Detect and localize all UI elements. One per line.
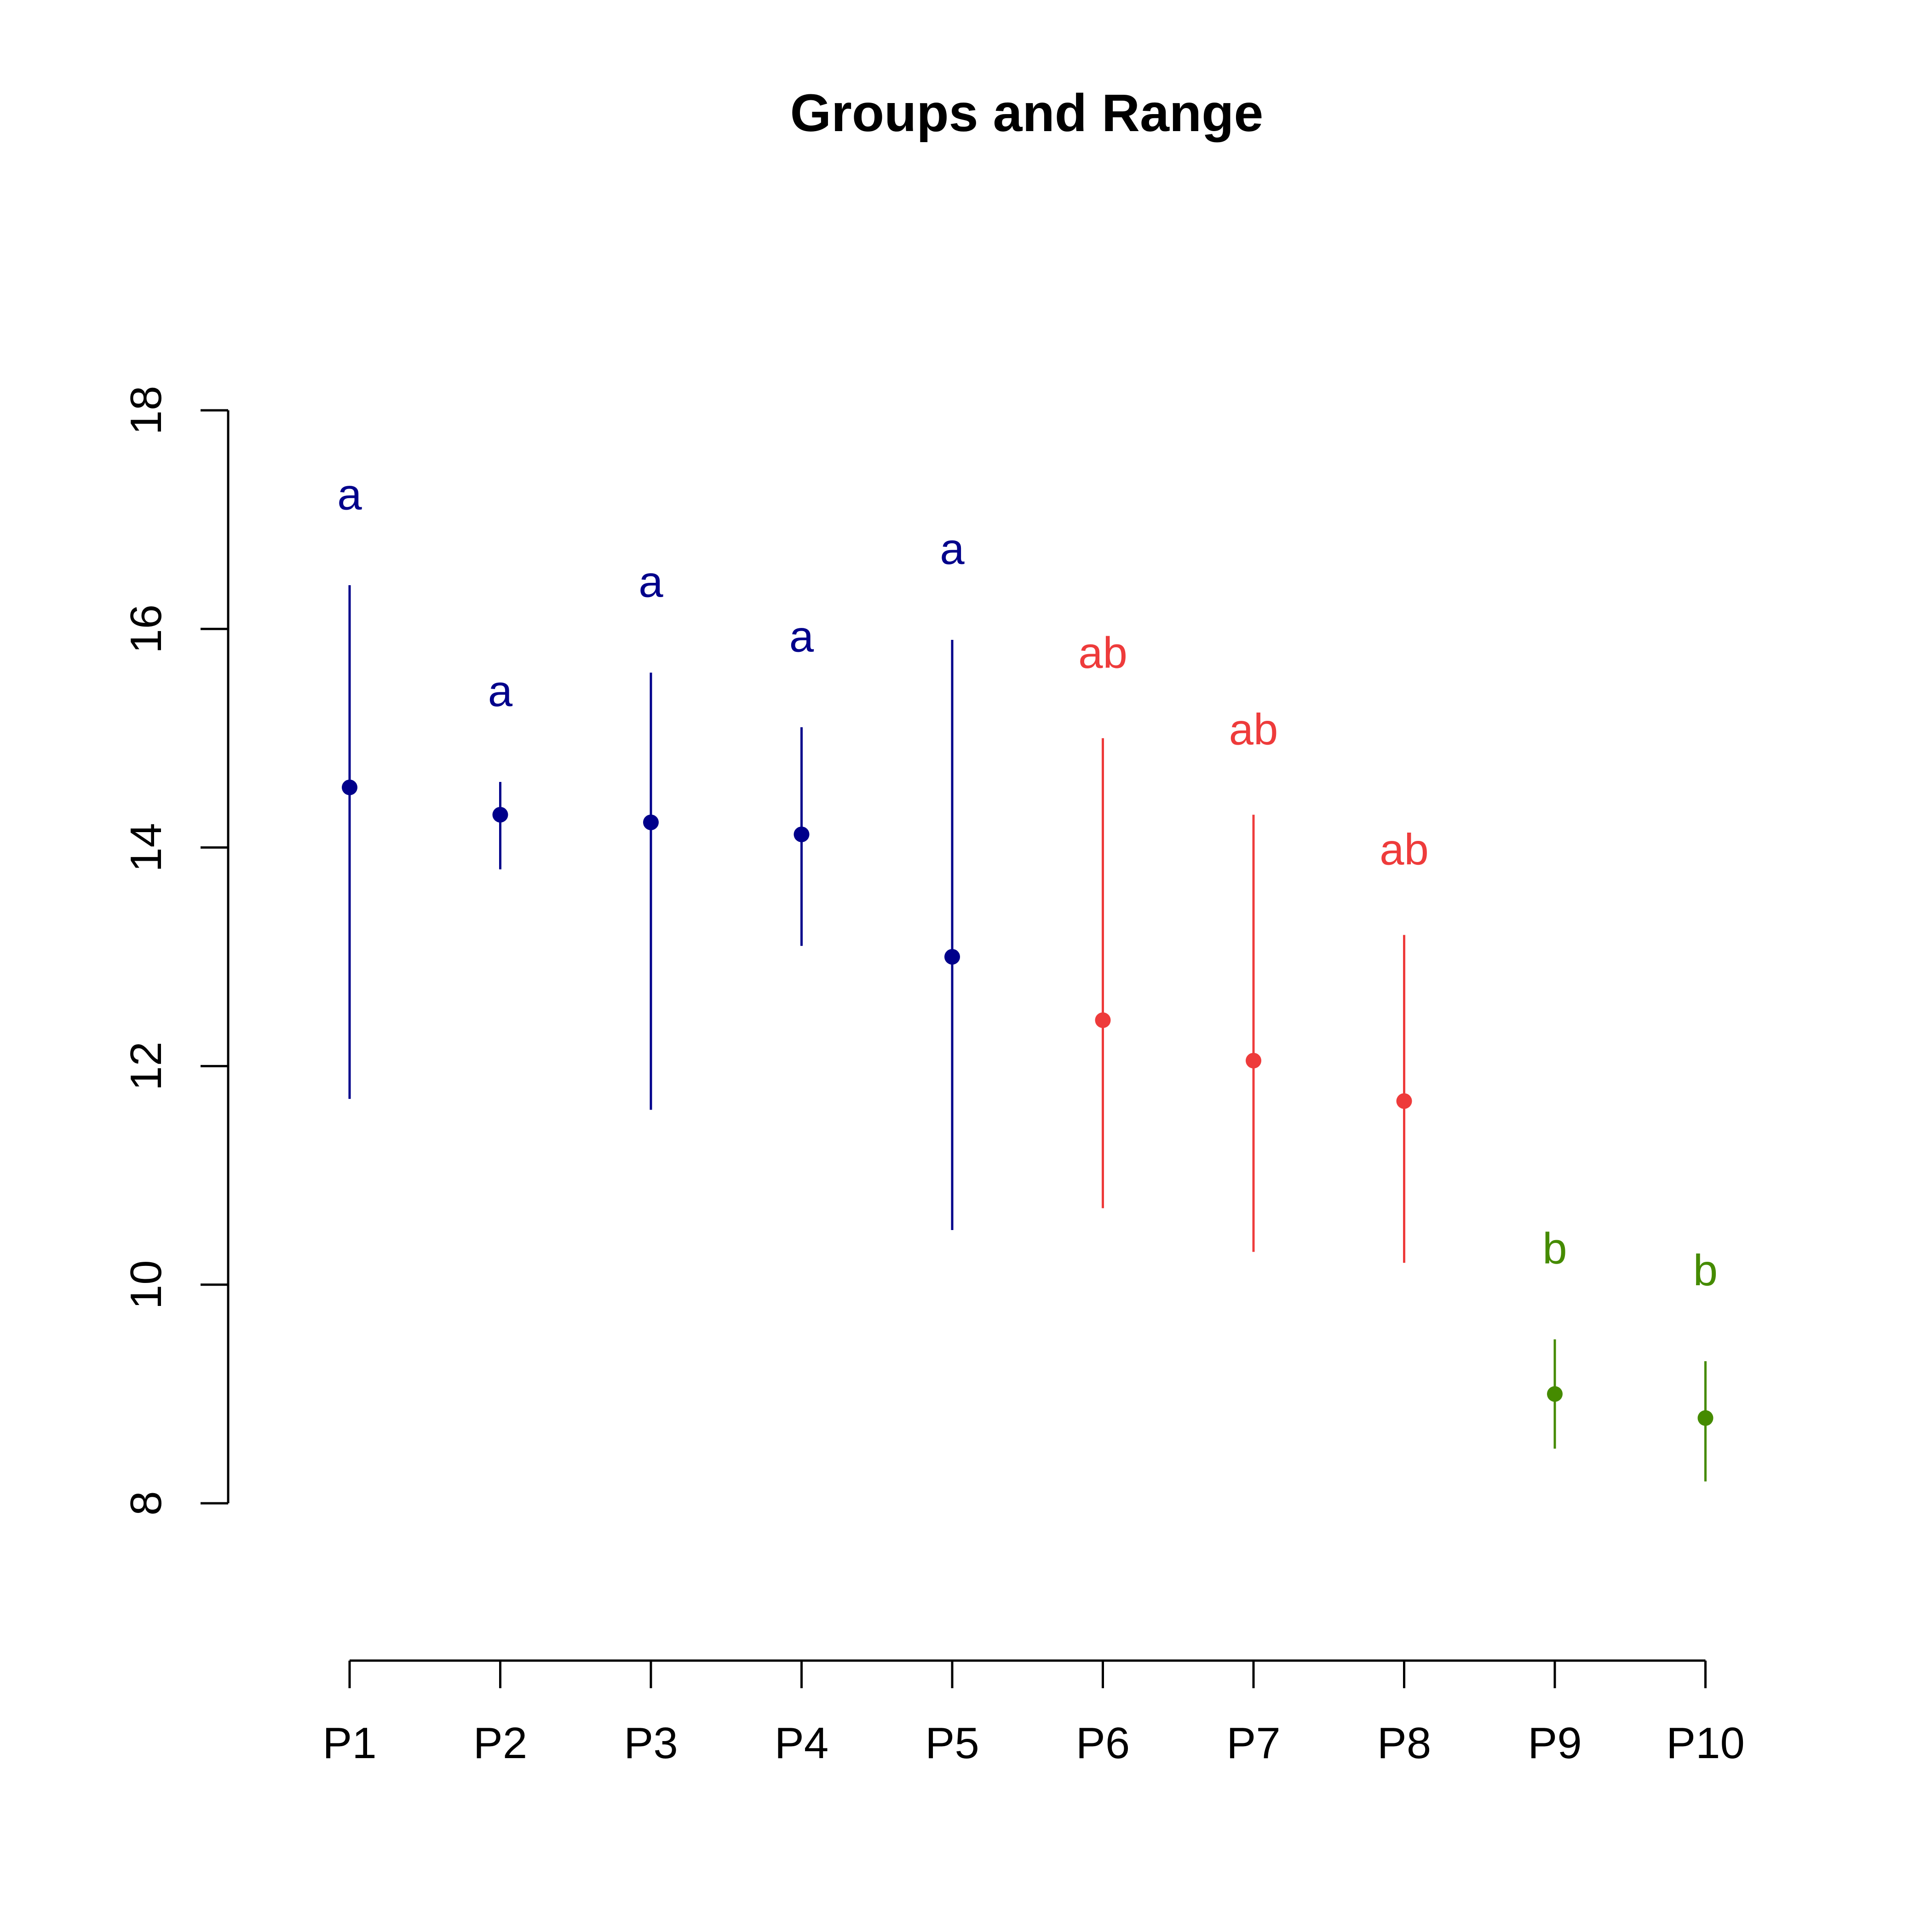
y-tick-label: 8 [121, 1491, 171, 1515]
mean-point [944, 949, 960, 965]
group-letter-label: ab [1229, 705, 1278, 754]
group-letter-label: a [337, 470, 362, 519]
group-letter-label: b [1693, 1246, 1718, 1295]
x-tick-label: P8 [1377, 1719, 1431, 1768]
mean-point [492, 807, 508, 823]
x-tick-label: P5 [925, 1719, 979, 1768]
plot-area: a a a a a ab ab ab b b [337, 470, 1718, 1482]
group-letter-label: a [789, 612, 814, 661]
y-axis: 8 10 12 14 16 18 [121, 386, 230, 1516]
y-tick-label: 16 [121, 604, 171, 654]
y-tick-label: 14 [121, 823, 171, 872]
x-tick-label: P1 [322, 1719, 376, 1768]
x-axis: P1 P2 P3 P4 P5 P6 P7 P8 P9 P10 [322, 1659, 1745, 1768]
mean-point [643, 814, 659, 830]
mean-point [1095, 1012, 1111, 1028]
group-letter-label: a [940, 524, 965, 574]
mean-point [1246, 1052, 1261, 1069]
mean-point [1697, 1410, 1714, 1426]
chart-title: Groups and Range [790, 84, 1264, 143]
group-letter-label: a [488, 667, 513, 716]
y-tick-label: 10 [121, 1260, 171, 1309]
mean-point [794, 826, 810, 842]
x-tick-label: P7 [1226, 1719, 1280, 1768]
group-letter-label: a [638, 558, 663, 607]
group-letter-label: ab [1078, 628, 1127, 678]
mean-point [1547, 1386, 1563, 1402]
x-tick-label: P4 [775, 1719, 828, 1768]
y-tick-label: 12 [121, 1041, 171, 1091]
y-tick-label: 18 [121, 386, 171, 435]
group-letter-label: ab [1380, 825, 1429, 874]
x-tick-label: P3 [624, 1719, 678, 1768]
x-tick-label: P6 [1076, 1719, 1130, 1768]
mean-point [342, 779, 357, 795]
x-tick-label: P10 [1666, 1719, 1745, 1768]
x-tick-label: P9 [1528, 1719, 1581, 1768]
x-tick-label: P2 [473, 1719, 527, 1768]
mean-point [1396, 1093, 1412, 1109]
group-letter-label: b [1542, 1224, 1567, 1273]
